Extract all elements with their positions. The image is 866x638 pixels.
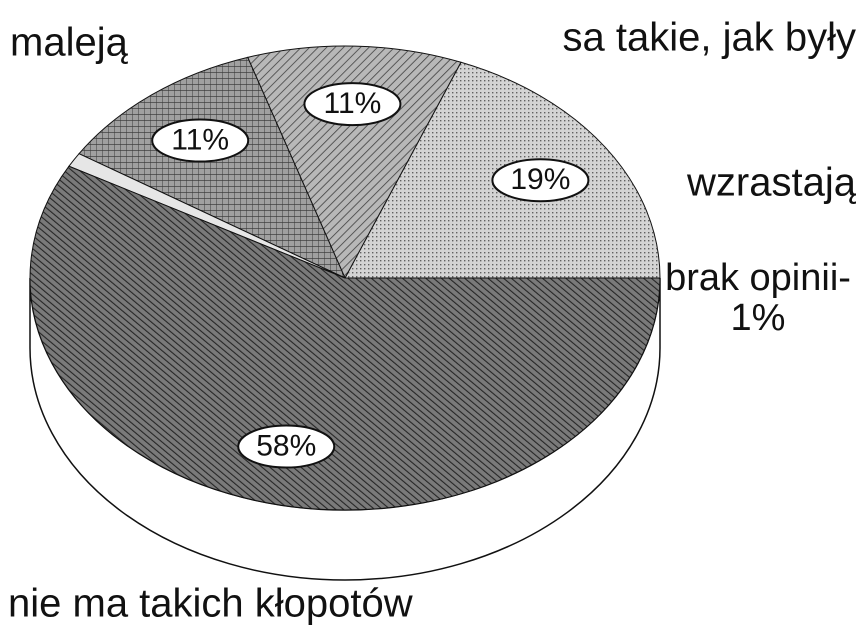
value-label: 58% [256,429,316,462]
value-label: 11% [171,123,229,156]
slice-pattern [29,166,660,510]
value-label: 11% [324,87,382,120]
value-label: 19% [510,163,570,196]
value-label-bg [151,118,250,163]
value-label-bg [237,424,336,469]
category-label: sa takie, jak były [563,16,856,60]
category-label: brak opinii-1% [665,257,851,339]
value-label-bg [303,82,402,127]
category-label: wzrastają [686,161,857,205]
value-label-bg [491,158,590,203]
category-label: maleją [10,21,129,65]
category-label: nie ma takich kłopotów [8,582,413,626]
slice-pattern [79,57,345,278]
slice-pattern [247,45,461,278]
